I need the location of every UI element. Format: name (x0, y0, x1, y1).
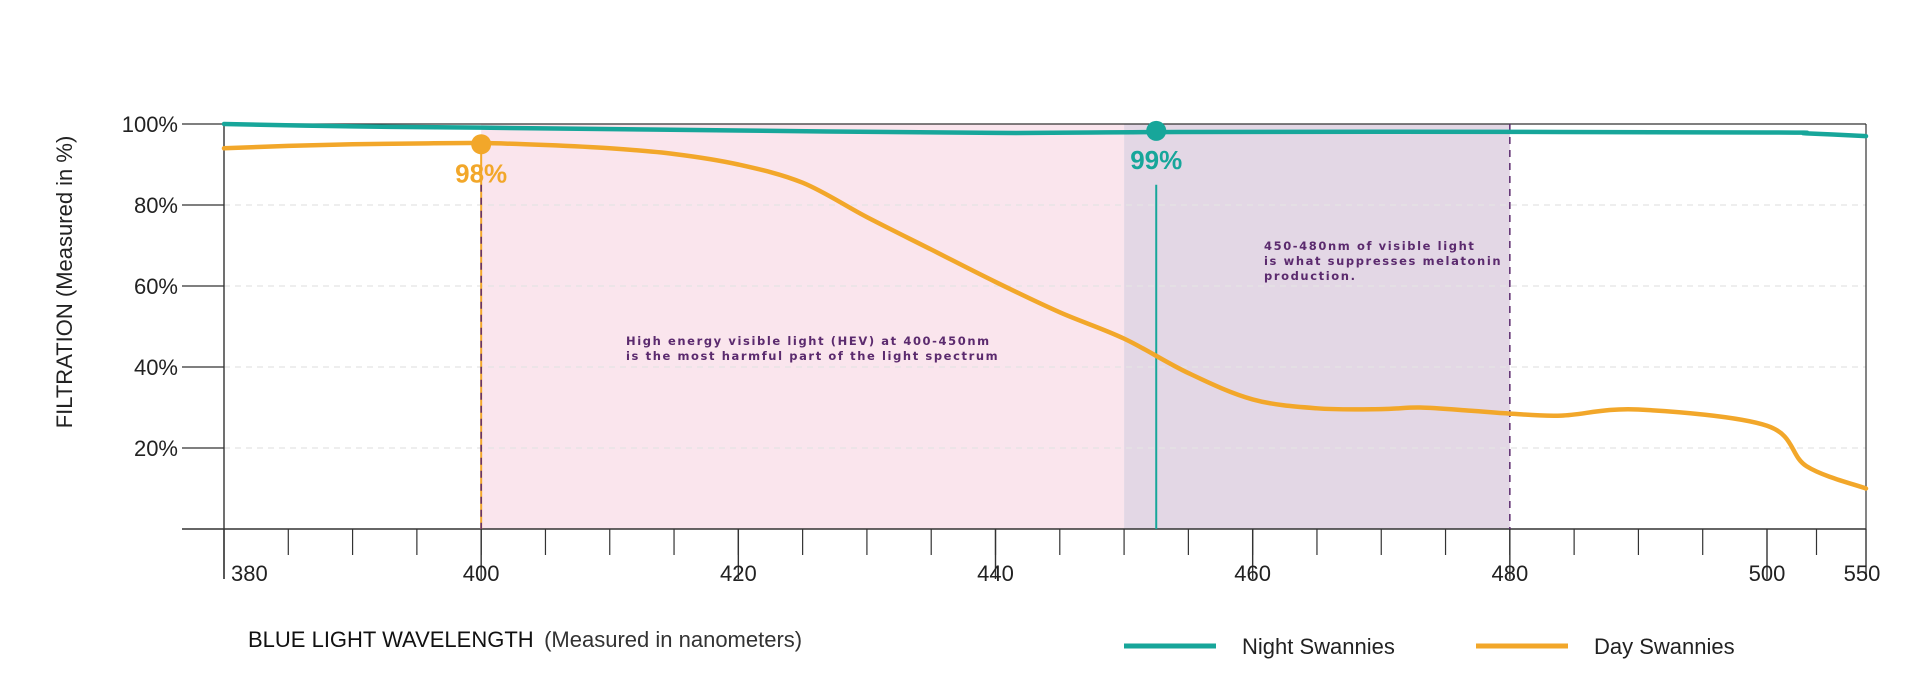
grid-layer (224, 204, 1866, 449)
night-swannies-line (221, 121, 1869, 139)
y-tick-label: 20% (134, 436, 178, 461)
x-tick-label: 480 (1491, 561, 1528, 586)
region-annotation: 450-480nm of visible light is what suppre… (1264, 239, 1502, 283)
region-band (1124, 124, 1510, 529)
region-annotation-line: is the most harmful part of the light sp… (626, 349, 999, 363)
highlight-points-layer: 98% 99% (455, 120, 1182, 188)
legend-label-night-swannies: Night Swannies (1242, 634, 1395, 659)
night-swannies-highlight-point (1146, 120, 1167, 141)
region-annotation-line: High energy visible light (HEV) at 400-4… (626, 334, 991, 348)
region-annotation-line: production. (1264, 269, 1357, 283)
day-swannies-highlight-point (471, 134, 492, 155)
axes-layer (182, 123, 1867, 579)
x-tick-label: 420 (720, 561, 757, 586)
region-annotation: High energy visible light (HEV) at 400-4… (626, 334, 999, 363)
region-annotation-line: 450-480nm of visible light (1264, 239, 1475, 253)
legend: Night Swannies Day Swannies (1124, 634, 1735, 659)
x-axis-title: BLUE LIGHT WAVELENGTH (Measured in nanom… (248, 627, 802, 652)
day-swannies-line (221, 140, 1869, 491)
night-swannies-highlight-label: 99% (1130, 145, 1182, 175)
x-tick-label: 440 (977, 561, 1014, 586)
series-layer (221, 121, 1869, 491)
y-tick-label: 60% (134, 274, 178, 299)
x-axis-title-main: BLUE LIGHT WAVELENGTH (248, 627, 534, 652)
annotations-layer: High energy visible light (HEV) at 400-4… (626, 239, 1502, 363)
x-tick-label: 550 (1844, 561, 1881, 586)
y-axis-title: FILTRATION (Measured in %) (52, 136, 77, 429)
y-tick-label: 80% (134, 193, 178, 218)
y-tick-label: 40% (134, 355, 178, 380)
regions-layer (481, 124, 1510, 529)
region-annotation-line: is what suppresses melatonin (1264, 254, 1502, 268)
day-swannies-highlight-label: 98% (455, 158, 507, 188)
x-tick-label: 400 (463, 561, 500, 586)
region-band (481, 124, 1125, 529)
x-tick-label: 380 (231, 561, 268, 586)
y-tick-label: 100% (122, 112, 178, 137)
ticks-layer: 20% 40% 60% 80% 100% 380 400 420 440 460 480 500 550 (122, 112, 1881, 586)
x-tick-label: 500 (1749, 561, 1786, 586)
x-tick-label: 460 (1234, 561, 1271, 586)
legend-label-day-swannies: Day Swannies (1594, 634, 1735, 659)
x-axis-title-sub: (Measured in nanometers) (544, 627, 802, 652)
